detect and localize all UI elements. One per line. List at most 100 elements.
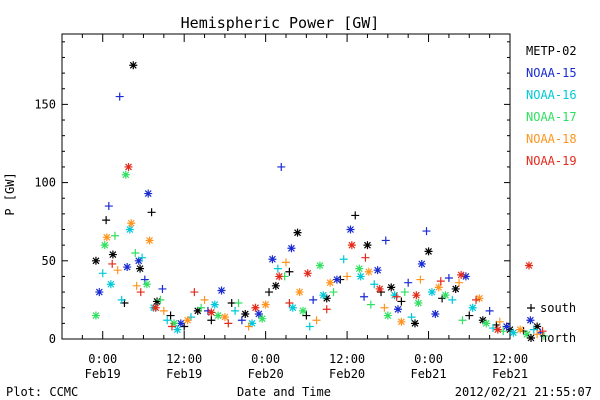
north-point [91,256,100,265]
north-point [102,233,111,242]
north-point [502,322,511,331]
y-tick-label: 50 [42,254,56,268]
series-metp-02 [91,61,542,336]
north-point [397,317,406,326]
south-point [138,253,147,262]
x-tick-date-label: Feb20 [248,367,284,381]
north-point [134,256,143,265]
north-point [254,309,263,318]
north-point [346,225,355,234]
south-point [197,303,206,312]
south-point [322,305,331,314]
north-point [424,247,433,256]
x-axis: 0:00Feb1912:00Feb190:00Feb2012:00Feb200:… [81,34,528,381]
south-point [104,202,113,211]
x-tick-time-label: 0:00 [251,352,280,366]
series-noaa-18 [102,219,542,339]
south-point [265,288,274,297]
north-point [394,305,402,314]
south-point [227,299,236,308]
legend-marker-label: north [540,331,576,345]
south-point [343,272,352,281]
north-point [241,309,250,318]
data-points [91,61,548,340]
south-point [158,284,167,293]
x-tick-time-label: 0:00 [88,352,117,366]
north-point [410,319,419,328]
north-point [207,308,216,317]
north-point [457,270,466,279]
north-point [125,225,134,234]
legend-marker-icon [527,334,535,342]
north-point [373,266,382,275]
south-point [529,325,538,334]
north-point [383,311,392,320]
north-point [123,263,132,272]
y-axis-label: P [GW] [3,172,17,215]
north-point [142,280,151,289]
north-point [121,170,130,179]
north-point [319,291,328,300]
north-point [434,283,443,292]
south-point [102,216,111,225]
north-point [106,280,115,289]
north-point [151,303,160,312]
south-point [207,316,216,325]
series-noaa-17 [91,170,548,340]
south-point [136,288,145,297]
north-point [258,314,267,323]
south-point [285,267,294,276]
series-noaa-16 [98,225,538,337]
x-tick-time-label: 12:00 [166,352,202,366]
south-point [312,316,321,325]
north-point [315,261,324,270]
north-point [145,236,154,245]
series-noaa-15 [95,92,545,337]
north-point [355,264,364,273]
x-tick-time-label: 0:00 [414,352,443,366]
south-point [285,299,294,308]
south-point [309,295,318,304]
south-point [166,311,175,320]
north-point [210,300,219,309]
south-point [167,322,176,331]
south-point [131,248,140,257]
south-point [455,278,464,287]
north-point [417,259,426,268]
south-point [538,327,547,336]
x-tick-time-label: 12:00 [329,352,365,366]
south-point [366,300,375,309]
south-point [282,258,290,267]
north-point [251,303,260,312]
south-point [381,236,390,245]
south-point [458,316,467,325]
north-point [451,284,460,293]
north-point [525,261,534,270]
legend-entry: NOAA-15 [526,66,577,80]
series-noaa-19 [108,162,547,336]
north-point [326,278,335,287]
south-point [277,162,286,171]
y-axis: 0 50 100 150 [34,41,510,346]
north-point [387,283,396,292]
x-tick-date-label: Feb19 [166,367,202,381]
north-point [271,281,280,290]
south-point [108,259,117,268]
south-point [237,316,246,325]
north-point [268,255,277,264]
north-point [364,267,373,276]
x-tick-date-label: Feb21 [410,367,446,381]
south-point [159,306,168,315]
north-point [493,325,502,334]
north-point [526,316,535,325]
north-point [516,325,525,334]
x-tick-date-label: Feb20 [329,367,365,381]
north-point [431,309,440,318]
north-point [217,286,226,295]
north-point [427,288,436,297]
south-point [231,306,240,315]
north-point [441,291,450,300]
south-point [339,255,348,264]
north-point [288,303,297,312]
